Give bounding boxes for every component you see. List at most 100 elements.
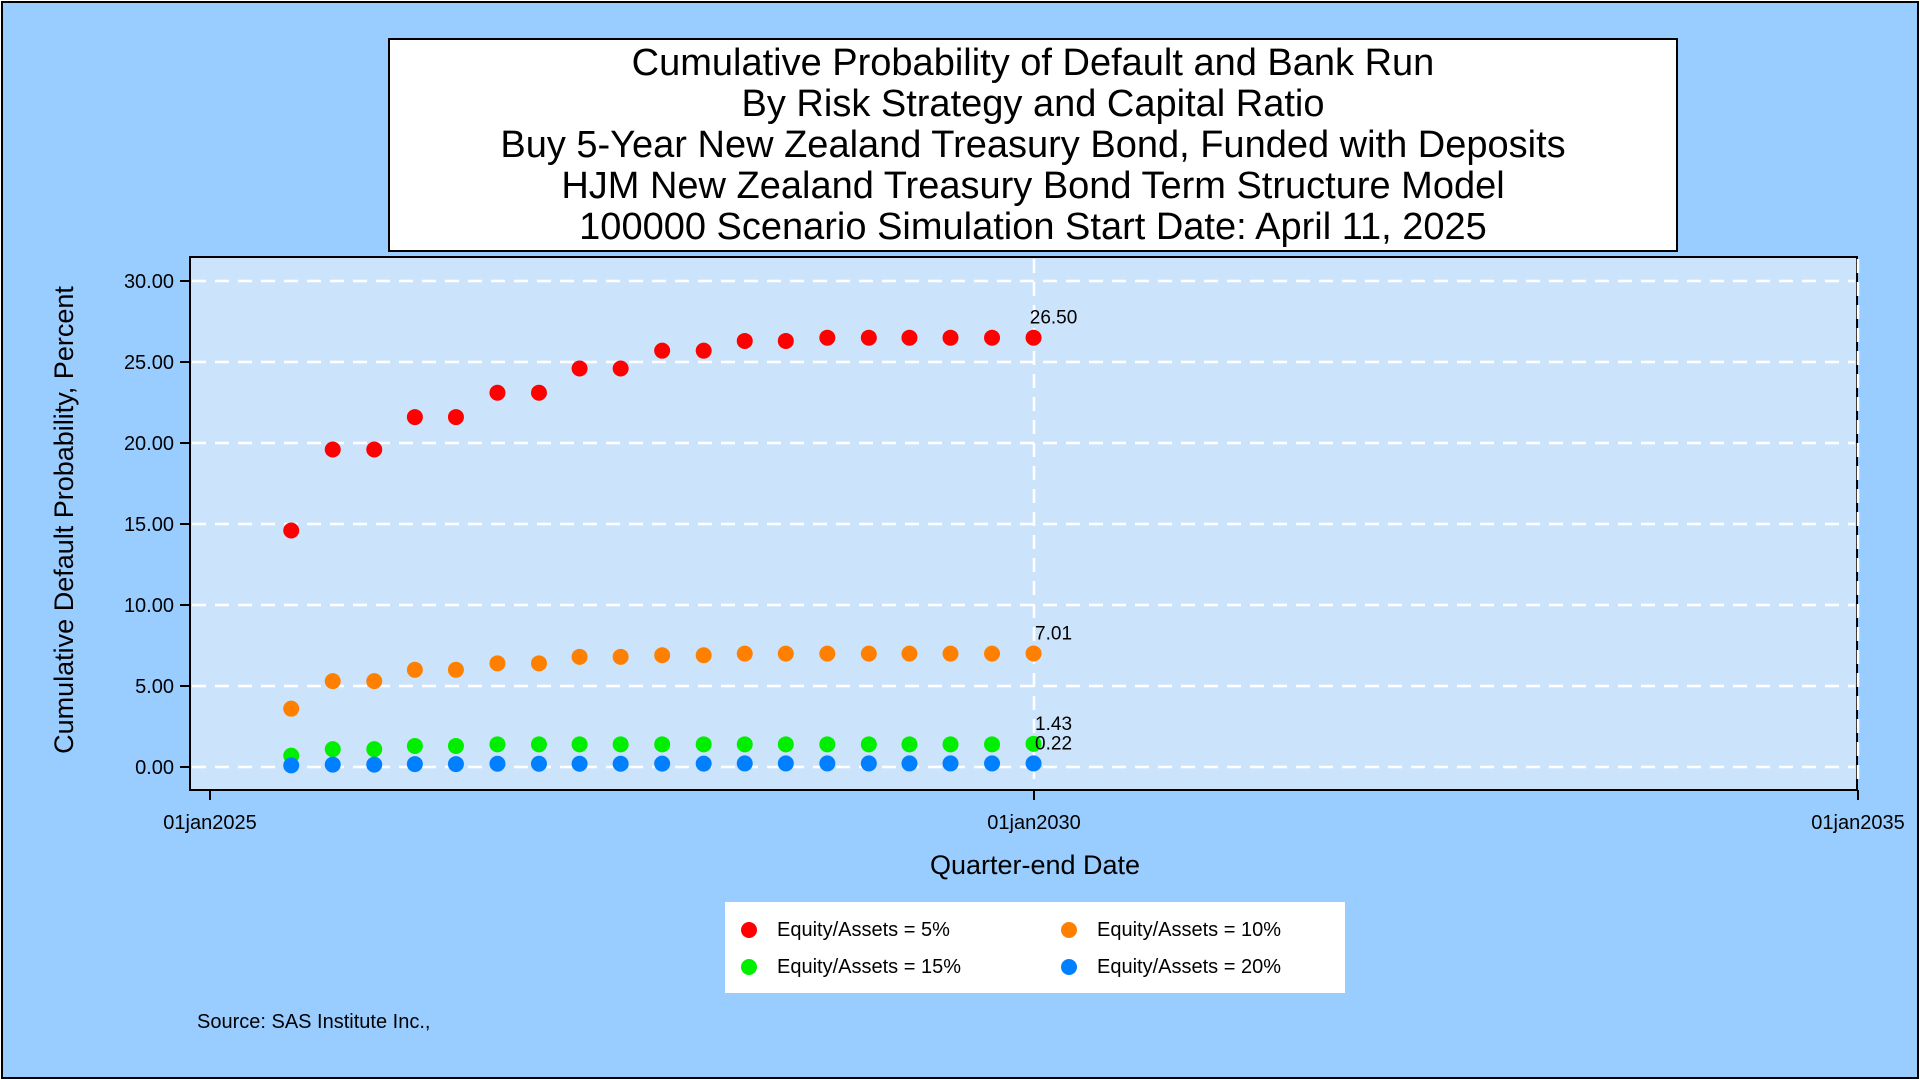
y-axis-title: Cumulative Default Probability, Percent bbox=[49, 286, 79, 754]
data-point-equity-20 bbox=[654, 755, 671, 772]
grid-lines bbox=[192, 259, 1860, 788]
data-point-equity-15 bbox=[530, 736, 547, 753]
data-points bbox=[283, 329, 1042, 774]
data-point-equity-10 bbox=[695, 647, 712, 664]
chart-title-box: Cumulative Probability of Default and Ba… bbox=[388, 38, 1678, 252]
data-point-equity-10 bbox=[819, 645, 836, 662]
chart-title-line-3: Buy 5-Year New Zealand Treasury Bond, Fu… bbox=[500, 124, 1566, 166]
legend-item-equity-15: Equity/Assets = 15% bbox=[741, 954, 961, 980]
data-point-equity-20 bbox=[819, 755, 836, 772]
data-point-equity-20 bbox=[942, 755, 959, 772]
x-tick-label: 01jan2035 bbox=[1811, 812, 1904, 834]
data-point-equity-15 bbox=[324, 741, 341, 758]
data-point-equity-10 bbox=[612, 648, 629, 665]
data-point-equity-20 bbox=[777, 755, 794, 772]
data-point-equity-10 bbox=[489, 655, 506, 672]
data-point-equity-5 bbox=[1025, 329, 1042, 346]
data-point-equity-5 bbox=[283, 522, 300, 539]
data-point-equity-10 bbox=[942, 645, 959, 662]
legend-marker-equity-10 bbox=[1061, 922, 1077, 938]
data-point-equity-15 bbox=[489, 736, 506, 753]
data-point-equity-20 bbox=[447, 756, 464, 773]
data-point-equity-10 bbox=[860, 645, 877, 662]
data-point-equity-5 bbox=[489, 384, 506, 401]
data-point-equity-20 bbox=[901, 755, 918, 772]
data-point-equity-20 bbox=[695, 755, 712, 772]
data-point-equity-15 bbox=[942, 736, 959, 753]
data-point-equity-10 bbox=[366, 673, 383, 690]
data-point-equity-5 bbox=[324, 441, 341, 458]
data-point-equity-20 bbox=[736, 755, 753, 772]
data-point-equity-10 bbox=[984, 645, 1001, 662]
data-point-equity-15 bbox=[695, 736, 712, 753]
y-tick-label: 25.00 bbox=[124, 352, 174, 374]
data-point-equity-15 bbox=[1025, 735, 1042, 752]
data-point-equity-20 bbox=[366, 756, 383, 773]
data-point-equity-15 bbox=[777, 736, 794, 753]
data-point-equity-10 bbox=[530, 655, 547, 672]
legend-label-equity-5: Equity/Assets = 5% bbox=[777, 918, 950, 941]
data-point-equity-5 bbox=[612, 360, 629, 377]
data-point-equity-20 bbox=[1025, 755, 1042, 772]
data-point-equity-10 bbox=[447, 661, 464, 678]
data-label-equity-5: 26.50 bbox=[1030, 308, 1078, 329]
data-point-equity-5 bbox=[654, 342, 671, 359]
data-point-equity-15 bbox=[984, 736, 1001, 753]
y-tick-label: 10.00 bbox=[124, 595, 174, 617]
data-point-equity-20 bbox=[324, 756, 341, 773]
data-point-equity-20 bbox=[571, 755, 588, 772]
data-label-equity-15: 1.43 bbox=[1035, 714, 1072, 735]
legend-item-equity-5: Equity/Assets = 5% bbox=[741, 917, 950, 943]
legend-label-equity-15: Equity/Assets = 15% bbox=[777, 955, 961, 978]
data-point-equity-5 bbox=[530, 384, 547, 401]
data-point-equity-10 bbox=[901, 645, 918, 662]
data-point-equity-5 bbox=[571, 360, 588, 377]
data-point-equity-5 bbox=[819, 329, 836, 346]
legend-label-equity-20: Equity/Assets = 20% bbox=[1097, 955, 1281, 978]
chart-title-line-5: 100000 Scenario Simulation Start Date: A… bbox=[579, 206, 1487, 248]
data-point-equity-20 bbox=[984, 755, 1001, 772]
data-point-equity-20 bbox=[283, 757, 300, 774]
data-point-equity-10 bbox=[324, 673, 341, 690]
data-point-equity-15 bbox=[612, 736, 629, 753]
data-point-equity-10 bbox=[283, 700, 300, 717]
data-point-equity-15 bbox=[571, 736, 588, 753]
data-point-equity-15 bbox=[406, 737, 423, 754]
data-point-equity-10 bbox=[777, 645, 794, 662]
data-point-equity-5 bbox=[736, 332, 753, 349]
data-label-equity-20: 0.22 bbox=[1035, 733, 1072, 754]
data-labels: 26.50 7.01 1.430.22 bbox=[1030, 308, 1078, 755]
y-tick-label: 5.00 bbox=[135, 676, 174, 698]
data-point-equity-15 bbox=[901, 736, 918, 753]
legend-label-equity-10: Equity/Assets = 10% bbox=[1097, 918, 1281, 941]
y-tick-label: 0.00 bbox=[135, 757, 174, 779]
legend-marker-equity-20 bbox=[1061, 959, 1077, 975]
data-point-equity-5 bbox=[447, 409, 464, 426]
data-point-equity-15 bbox=[860, 736, 877, 753]
chart-title-line-1: Cumulative Probability of Default and Ba… bbox=[631, 42, 1435, 84]
data-point-equity-5 bbox=[942, 329, 959, 346]
data-point-equity-20 bbox=[612, 755, 629, 772]
legend-marker-equity-15 bbox=[741, 959, 757, 975]
data-point-equity-5 bbox=[366, 441, 383, 458]
data-point-equity-20 bbox=[530, 755, 547, 772]
x-axis-title: Quarter-end Date bbox=[930, 850, 1140, 880]
data-point-equity-5 bbox=[984, 329, 1001, 346]
legend-marker-equity-5 bbox=[741, 922, 757, 938]
y-tick-label: 30.00 bbox=[124, 271, 174, 293]
data-label-equity-10: 7.01 bbox=[1035, 623, 1072, 644]
data-point-equity-20 bbox=[860, 755, 877, 772]
data-point-equity-20 bbox=[406, 756, 423, 773]
data-point-equity-5 bbox=[695, 342, 712, 359]
chart-title-line-4: HJM New Zealand Treasury Bond Term Struc… bbox=[561, 165, 1505, 207]
data-point-equity-5 bbox=[777, 332, 794, 349]
data-point-equity-15 bbox=[366, 741, 383, 758]
legend-item-equity-20: Equity/Assets = 20% bbox=[1061, 954, 1281, 980]
data-point-equity-15 bbox=[447, 737, 464, 754]
data-point-equity-10 bbox=[736, 645, 753, 662]
data-point-equity-15 bbox=[654, 736, 671, 753]
data-point-equity-5 bbox=[901, 329, 918, 346]
chart-title-line-2: By Risk Strategy and Capital Ratio bbox=[741, 83, 1325, 125]
axes: 0.00 5.00 10.00 15.00 20.00 25.00 30.00 01jan20… bbox=[124, 271, 1905, 834]
